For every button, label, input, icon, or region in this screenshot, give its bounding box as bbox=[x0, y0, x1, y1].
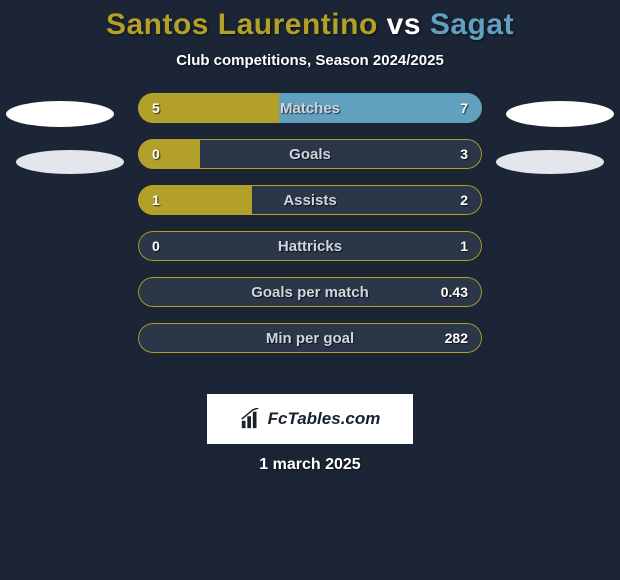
team-badge-right-2 bbox=[496, 150, 604, 174]
stat-row: Min per goal282 bbox=[138, 323, 482, 353]
stat-value-right: 7 bbox=[460, 93, 468, 123]
team-badge-left-2 bbox=[16, 150, 124, 174]
stat-value-left: 5 bbox=[152, 93, 160, 123]
stat-label: Goals per match bbox=[138, 277, 482, 307]
title-vs: vs bbox=[387, 8, 421, 41]
stat-rows: Matches57Goals03Assists12Hattricks01Goal… bbox=[138, 93, 482, 369]
stat-row: Goals0 3 bbox=[138, 139, 482, 169]
stat-label: Assists bbox=[138, 185, 482, 215]
stat-label: Min per goal bbox=[138, 323, 482, 353]
stat-value-right: 2 bbox=[460, 185, 468, 215]
stat-row: Hattricks0 1 bbox=[138, 231, 482, 261]
stat-row: Assists1 2 bbox=[138, 185, 482, 215]
stat-row: Matches5 7 bbox=[138, 93, 482, 123]
logo-text: FcTables.com bbox=[268, 409, 381, 429]
subtitle: Club competitions, Season 2024/2025 bbox=[0, 52, 620, 69]
player1-name: Santos Laurentino bbox=[106, 8, 378, 41]
team-badge-left-1 bbox=[6, 101, 114, 127]
stat-label: Matches bbox=[138, 93, 482, 123]
date-label: 1 march 2025 bbox=[0, 456, 620, 474]
stat-value-right: 282 bbox=[445, 323, 468, 353]
player2-name: Sagat bbox=[430, 8, 514, 41]
stat-label: Goals bbox=[138, 139, 482, 169]
stat-row: Goals per match0.43 bbox=[138, 277, 482, 307]
stat-value-left: 0 bbox=[152, 231, 160, 261]
stat-value-right: 3 bbox=[460, 139, 468, 169]
stat-value-right: 1 bbox=[460, 231, 468, 261]
stat-value-left: 1 bbox=[152, 185, 160, 215]
chart-zone: Matches57Goals03Assists12Hattricks01Goal… bbox=[0, 93, 620, 373]
stat-label: Hattricks bbox=[138, 231, 482, 261]
stat-value-left: 0 bbox=[152, 139, 160, 169]
team-badge-right-1 bbox=[506, 101, 614, 127]
bars-icon bbox=[240, 408, 262, 430]
title: Santos Laurentino vs Sagat bbox=[0, 8, 620, 42]
stats-comparison-card: Santos Laurentino vs Sagat Club competit… bbox=[0, 0, 620, 580]
stat-value-right: 0.43 bbox=[441, 277, 468, 307]
logo-box[interactable]: FcTables.com bbox=[207, 394, 413, 444]
